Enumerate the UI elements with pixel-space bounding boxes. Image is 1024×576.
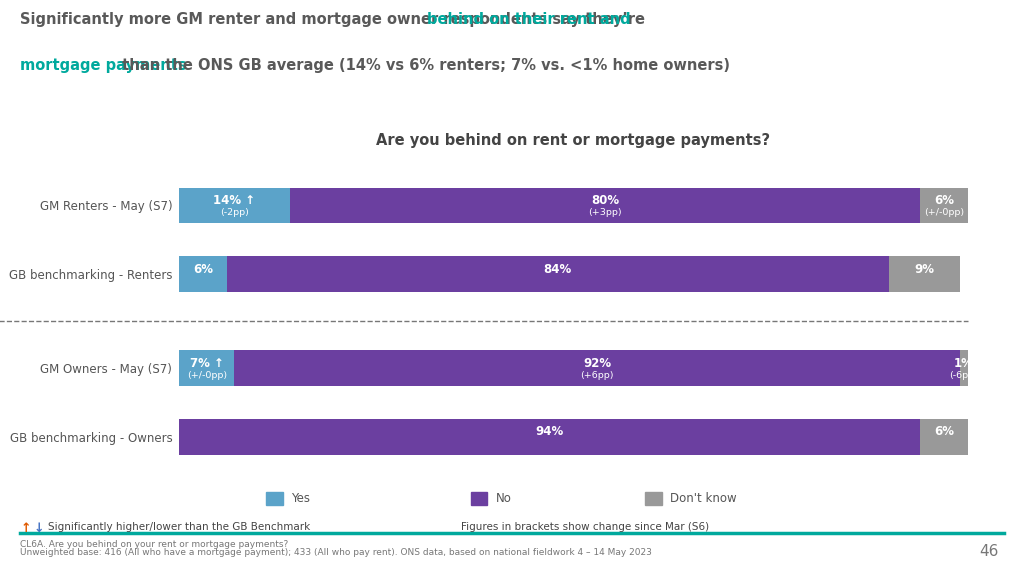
Text: ↓: ↓ xyxy=(34,522,44,535)
Bar xyxy=(179,188,290,223)
Text: (-2pp): (-2pp) xyxy=(220,209,249,217)
Text: Significantly more GM renter and mortgage owner respondents say they’re: Significantly more GM renter and mortgag… xyxy=(20,12,650,26)
Bar xyxy=(921,188,968,223)
Text: 6%: 6% xyxy=(934,194,954,207)
Bar xyxy=(179,350,234,386)
Text: 7% ↑: 7% ↑ xyxy=(189,357,223,370)
Text: 92%: 92% xyxy=(583,357,611,370)
Text: Significantly higher/lower than the GB Benchmark: Significantly higher/lower than the GB B… xyxy=(48,522,310,532)
Title: Are you behind on rent or mortgage payments?: Are you behind on rent or mortgage payme… xyxy=(377,132,770,147)
Text: 1%: 1% xyxy=(953,357,974,370)
Text: (-6pp): (-6pp) xyxy=(949,371,978,380)
Text: Unweighted base: 416 (All who have a mortgage payment); 433 (All who pay rent). : Unweighted base: 416 (All who have a mor… xyxy=(20,548,652,558)
Text: 6%: 6% xyxy=(193,263,213,276)
Text: Don't know: Don't know xyxy=(670,492,736,505)
Bar xyxy=(290,188,921,223)
Text: CL6A. Are you behind on your rent or mortgage payments?: CL6A. Are you behind on your rent or mor… xyxy=(20,540,289,550)
Text: 6%: 6% xyxy=(934,426,954,438)
Bar xyxy=(226,256,889,292)
Text: behind on their rent and: behind on their rent and xyxy=(427,12,631,26)
Text: ↑: ↑ xyxy=(20,522,31,535)
Text: (+3pp): (+3pp) xyxy=(588,209,622,217)
Bar xyxy=(179,419,921,454)
Text: than the ONS GB average (14% vs 6% renters; 7% vs. <1% home owners): than the ONS GB average (14% vs 6% rente… xyxy=(117,58,729,73)
Text: 80%: 80% xyxy=(591,194,620,207)
Text: (+/-0pp): (+/-0pp) xyxy=(186,371,227,380)
Text: Yes: Yes xyxy=(291,492,310,505)
Text: mortgage payments: mortgage payments xyxy=(20,58,187,73)
Bar xyxy=(889,256,959,292)
Text: 14% ↑: 14% ↑ xyxy=(213,194,255,207)
Text: (+6pp): (+6pp) xyxy=(581,371,613,380)
Text: 46: 46 xyxy=(979,544,998,559)
Text: No: No xyxy=(496,492,512,505)
Bar xyxy=(179,256,226,292)
Text: (+/-0pp): (+/-0pp) xyxy=(924,209,964,217)
Text: Figures in brackets show change since Mar (S6): Figures in brackets show change since Ma… xyxy=(461,522,709,532)
Bar xyxy=(959,350,968,386)
Bar xyxy=(921,419,968,454)
Text: 9%: 9% xyxy=(914,263,934,276)
Bar xyxy=(234,350,959,386)
Text: 94%: 94% xyxy=(536,426,564,438)
Text: 84%: 84% xyxy=(544,263,571,276)
